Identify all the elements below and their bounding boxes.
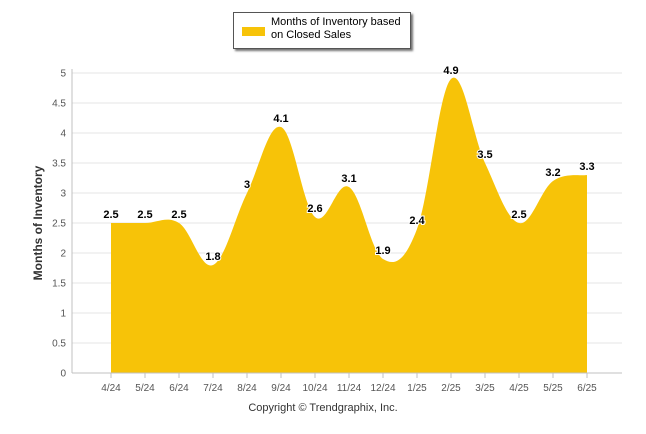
x-tick-label: 7/24 [203,383,223,394]
data-label: 4.9 [443,65,458,77]
y-tick-label: 2 [60,249,66,260]
data-label: 1.8 [205,251,220,263]
x-tick-labels: 4/24 5/24 6/24 7/24 8/24 9/24 10/24 11/24 12/24 1… [101,383,597,394]
y-axis-title: Months of Inventory [31,165,45,280]
x-tick-label: 8/24 [237,383,257,394]
data-label: 2.4 [409,215,425,227]
data-label: 3 [244,179,250,191]
copyright-footer: Copyright © Trendgraphix, Inc. [248,402,398,414]
data-label: 2.5 [137,209,152,221]
x-tick-label: 6/25 [577,383,597,394]
y-tick-label: 5 [60,69,66,80]
y-tick-label: 0.5 [52,339,66,350]
x-tick-label: 12/24 [370,383,395,394]
x-tick-label: 5/25 [543,383,563,394]
y-tick-label: 4.5 [52,99,66,110]
x-tick-label: 4/25 [509,383,529,394]
y-tick-label: 3.5 [52,159,66,170]
data-labels: 2.5 2.5 2.5 1.8 3 4.1 2.6 3.1 1.9 2.4 4.9 3.5 2.5 3.2… [102,64,595,264]
x-tick-label: 2/25 [441,383,461,394]
legend-label-line-2: on Closed Sales [271,29,352,41]
legend-label-line-1: Months of Inventory based [271,16,401,28]
legend: Months of Inventory based on Closed Sale… [233,12,411,49]
legend-label: Months of Inventory based on Closed Sale… [271,16,411,42]
y-tick-labels: 0 0.5 1 1.5 2 2.5 3 3.5 4 4.5 5 [52,69,66,380]
data-label: 4.1 [273,113,288,125]
data-label: 3.1 [341,173,356,185]
area-series-fill [111,77,587,374]
data-label: 3.5 [477,149,492,161]
data-label: 2.5 [103,209,118,221]
x-tick-label: 9/24 [271,383,291,394]
x-tick-label: 5/24 [135,383,155,394]
x-tick-label: 4/24 [101,383,121,394]
y-tick-label: 2.5 [52,219,66,230]
data-label: 1.9 [375,245,390,257]
y-tick-label: 1 [60,309,66,320]
data-label: 2.6 [307,203,322,215]
y-tick-label: 4 [60,129,66,140]
y-tick-label: 0 [60,369,66,380]
x-tick-label: 1/25 [407,383,427,394]
y-tick-label: 3 [60,189,66,200]
x-tick-label: 6/24 [169,383,189,394]
data-label: 3.2 [545,167,560,179]
axes [71,69,622,378]
area-series [111,77,587,374]
y-tick-label: 1.5 [52,279,66,290]
x-tick-label: 11/24 [337,383,362,394]
legend-swatch [242,27,265,36]
x-tick-label: 10/24 [302,383,327,394]
data-label: 3.3 [579,161,594,173]
data-label: 2.5 [171,209,186,221]
data-label: 2.5 [511,209,526,221]
x-tick-label: 3/25 [475,383,495,394]
